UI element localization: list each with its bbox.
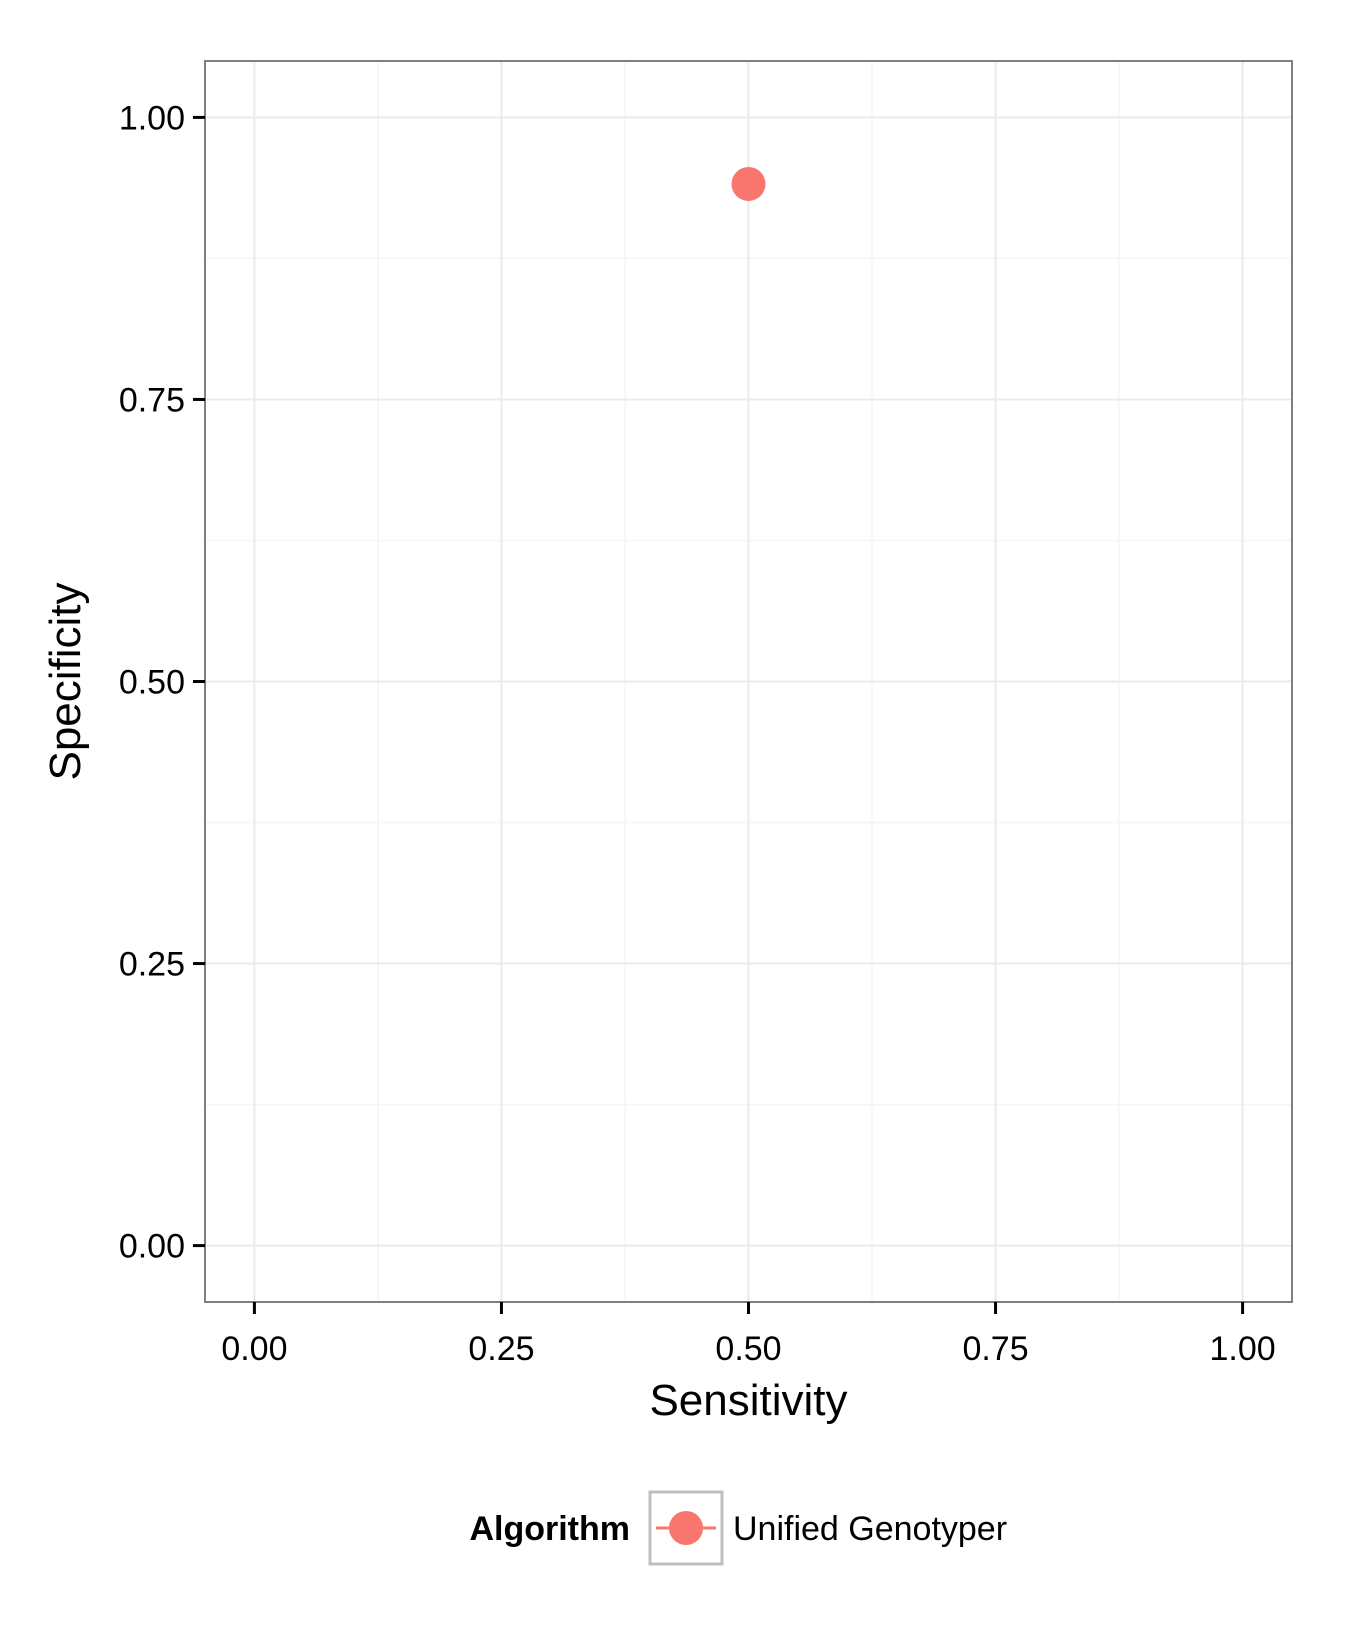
y-tick-label: 1.00	[119, 99, 185, 137]
y-tick-label: 0.00	[119, 1228, 185, 1266]
y-tick-label: 0.75	[119, 381, 185, 419]
legend-title: Algorithm	[469, 1510, 630, 1548]
x-tick-label: 0.25	[468, 1330, 534, 1368]
y-tick-label: 0.25	[119, 946, 185, 984]
legend-label: Unified Genotyper	[733, 1510, 1007, 1548]
x-axis-title: Sensitivity	[649, 1376, 847, 1425]
x-tick-label: 0.50	[715, 1330, 781, 1368]
x-tick-label: 0.00	[221, 1330, 287, 1368]
grid-lines	[205, 61, 1292, 1302]
x-tick-label: 1.00	[1209, 1330, 1275, 1368]
y-tick-label: 0.50	[119, 664, 185, 702]
data-points	[731, 166, 766, 201]
x-tick-label: 0.75	[962, 1330, 1028, 1368]
y-axis-title: Specificity	[41, 582, 90, 780]
x-axis: 0.00 0.25 0.50 0.75 1.00	[221, 1302, 1276, 1368]
data-point	[731, 166, 766, 201]
y-axis: 0.00 0.25 0.50 0.75 1.00	[119, 99, 205, 1266]
legend: Algorithm Unified Genotyper	[469, 1490, 1007, 1566]
legend-key-point	[669, 1511, 703, 1545]
